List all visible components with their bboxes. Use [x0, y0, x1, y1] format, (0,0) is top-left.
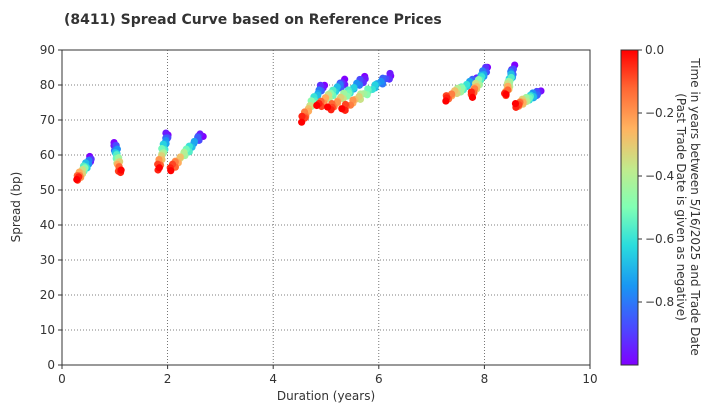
y-axis-label: Spread (bp): [9, 172, 23, 243]
data-point: [324, 103, 332, 111]
x-tick-label: 6: [375, 372, 383, 386]
x-tick-label: 10: [582, 372, 597, 386]
chart-title: (8411) Spread Curve based on Reference P…: [64, 12, 442, 28]
colorbar-label-line2: (Past Trade Date is given as negative): [674, 93, 688, 321]
data-point: [117, 166, 125, 174]
gridlines: [62, 50, 590, 365]
x-tick-label: 2: [164, 372, 172, 386]
y-tick-label: 70: [40, 113, 55, 127]
x-tick-label: 4: [269, 372, 277, 386]
y-tick-label: 50: [40, 183, 55, 197]
data-point: [468, 93, 477, 101]
y-tick-label: 10: [40, 323, 55, 337]
x-tick-label: 0: [58, 372, 66, 386]
data-point: [467, 88, 475, 96]
data-point: [73, 175, 81, 184]
data-point: [442, 97, 450, 105]
x-axis-ticks: 0 2 4 6 8 10: [58, 365, 598, 386]
data-point: [338, 105, 346, 113]
colorbar-tick-label: −0.8: [645, 295, 674, 309]
data-point: [167, 167, 175, 175]
y-tick-label: 30: [40, 253, 55, 267]
colorbar-tick-label: 0.0: [645, 43, 664, 57]
colorbar-ticks: 0.0 −0.2 −0.4 −0.6 −0.8: [638, 43, 674, 309]
data-point: [298, 118, 306, 126]
y-tick-label: 20: [40, 288, 55, 302]
colorbar-tick-label: −0.6: [645, 232, 674, 246]
y-tick-label: 40: [40, 218, 55, 232]
colorbar-label-line1: Time in years between 5/16/2025 and Trad…: [688, 57, 702, 356]
data-point: [190, 137, 198, 146]
y-tick-label: 90: [40, 43, 55, 57]
y-tick-label: 0: [47, 358, 55, 372]
y-tick-label: 60: [40, 148, 55, 162]
data-point: [313, 101, 321, 110]
data-points: [73, 61, 545, 184]
x-tick-label: 8: [481, 372, 489, 386]
x-axis-label: Duration (years): [277, 389, 375, 403]
data-point: [502, 90, 510, 99]
data-point: [364, 85, 372, 93]
data-point: [511, 99, 520, 108]
colorbar-tick-label: −0.4: [645, 169, 674, 183]
y-tick-label: 80: [40, 78, 55, 92]
data-point: [155, 164, 163, 172]
y-axis-ticks: 0 10 20 30 40 50 60 70 80 90: [40, 43, 62, 372]
data-point: [176, 153, 184, 161]
colorbar: [620, 49, 639, 366]
data-point: [298, 112, 306, 120]
colorbar-tick-label: −0.2: [645, 106, 674, 120]
data-point: [386, 69, 394, 78]
